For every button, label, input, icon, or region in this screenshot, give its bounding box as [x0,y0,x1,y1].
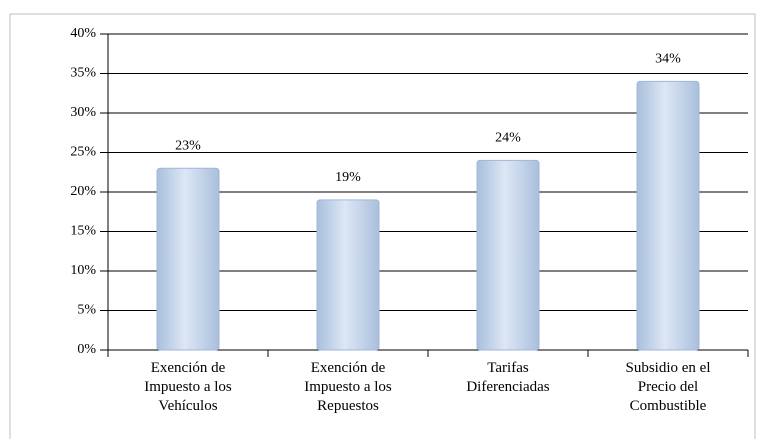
y-tick-label: 0% [77,342,96,357]
x-tick-label: Subsidio en el Precio del Combustible [625,360,711,414]
data-label: 24% [495,131,521,146]
y-tick-label: 30% [70,105,96,120]
x-tick-label: Tarifas Diferenciadas [466,360,550,395]
bar [636,80,700,351]
y-tick-label: 20% [70,184,96,199]
y-tick-label: 10% [70,263,96,278]
y-tick-label: 15% [70,224,96,239]
y-tick-label: 40% [70,26,96,41]
x-tick-label: Exención de Impuesto a los Vehículos [144,360,232,414]
bar [156,167,220,351]
y-tick-label: 25% [70,145,96,160]
x-tick-label: Exención de Impuesto a los Repuestos [304,360,392,414]
data-label: 19% [335,170,361,185]
data-label: 23% [175,139,201,154]
data-label: 34% [655,52,681,67]
y-tick-label: 35% [70,66,96,81]
bar [476,159,540,351]
chart-border [9,13,756,439]
bar [316,199,380,351]
y-tick-label: 5% [77,303,96,318]
